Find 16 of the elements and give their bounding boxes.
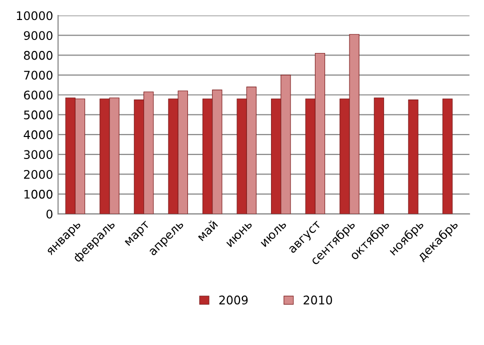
y-tick-label: 0 (46, 210, 52, 219)
bar (408, 100, 418, 214)
bar (442, 98, 453, 214)
y-tick-label: 7000 (24, 70, 52, 80)
y-tick-label: 2000 (24, 170, 52, 179)
y-tick-label: 4000 (24, 130, 52, 140)
y-tick-label: 8000 (24, 50, 52, 60)
y-tick-label: 3000 (24, 150, 52, 160)
legend-label: 2009 (219, 296, 248, 304)
y-tick-label: 1000 (24, 190, 52, 199)
y-tick-label: 6000 (24, 90, 52, 100)
y-tick-label: 10000 (16, 11, 52, 20)
y-tick-label: 5000 (24, 110, 52, 120)
y-tick-label: 9000 (24, 31, 52, 40)
bar (374, 98, 384, 214)
legend-label: 2010 (304, 296, 332, 304)
